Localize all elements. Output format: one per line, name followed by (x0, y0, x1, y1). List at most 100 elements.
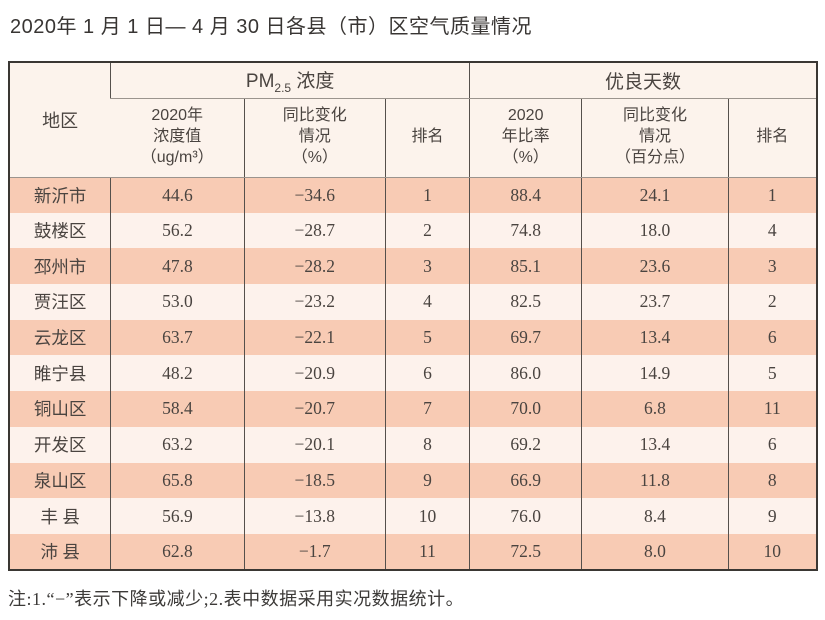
region-cell: 丰 县 (9, 498, 111, 534)
pm25-suffix: 浓度 (291, 70, 335, 92)
table-row: 贾汪区 53.0 −23.2 4 82.5 23.7 2 (9, 284, 817, 320)
days-rate-cell: 70.0 (469, 391, 582, 427)
region-cell: 睢宁县 (9, 355, 111, 392)
region-cell: 邳州市 (9, 248, 111, 285)
pm-rank-cell: 7 (384, 391, 470, 427)
pm-value-cell: 44.6 (110, 177, 245, 213)
days-change-cell: 8.0 (581, 533, 729, 570)
days-rank-cell: 6 (727, 426, 817, 463)
pm-value-cell: 65.8 (110, 462, 245, 499)
pm-value-cell: 58.4 (110, 391, 245, 427)
region-cell: 沛 县 (9, 533, 111, 570)
days-rate-cell: 85.1 (469, 248, 582, 285)
pm-change-cell: −20.1 (243, 426, 386, 463)
days-rank-cell: 4 (727, 212, 817, 249)
table-row: 泉山区 65.8 −18.5 9 66.9 11.8 8 (9, 462, 817, 499)
pm-change-cell: −1.7 (243, 533, 386, 570)
days-change-cell: 24.1 (581, 177, 729, 213)
days-change-cell: 18.0 (581, 212, 729, 249)
pm-change-cell: −28.2 (243, 248, 386, 285)
days-rank-cell: 5 (727, 355, 817, 392)
region-cell: 铜山区 (9, 391, 111, 427)
days-change-cell: 11.8 (581, 462, 729, 499)
pm-value-cell: 63.7 (110, 319, 245, 356)
pm-rank-cell: 4 (384, 284, 470, 320)
days-rate-cell: 69.7 (469, 319, 582, 356)
header-pm-rank: 排名 (384, 98, 470, 178)
days-change-cell: 6.8 (581, 391, 729, 427)
pm-rank-cell: 2 (384, 212, 470, 249)
air-quality-table: 地区 PM2.5 浓度 优良天数 2020年 浓度值 （ug/m³） 同比变化 … (8, 61, 818, 571)
pm-rank-cell: 1 (384, 177, 470, 213)
region-cell: 新沂市 (9, 177, 111, 213)
pm-value-cell: 62.8 (110, 533, 245, 570)
days-rate-cell: 69.2 (469, 426, 582, 463)
header-group-row: 地区 PM2.5 浓度 优良天数 (9, 62, 817, 178)
pm-change-cell: −28.7 (243, 212, 386, 249)
region-cell: 鼓楼区 (9, 212, 111, 249)
pm25-subscript: 2.5 (274, 80, 292, 95)
table-row: 开发区 63.2 −20.1 8 69.2 13.4 6 (9, 426, 817, 463)
pm-rank-cell: 11 (384, 533, 470, 570)
days-change-cell: 13.4 (581, 426, 729, 463)
days-rank-cell: 2 (727, 284, 817, 320)
table-row: 丰 县 56.9 −13.8 10 76.0 8.4 9 (9, 498, 817, 534)
table-header: 地区 PM2.5 浓度 优良天数 2020年 浓度值 （ug/m³） 同比变化 … (9, 62, 817, 178)
footnote: 注:1.“−”表示下降或减少;2.表中数据采用实况数据统计。 (8, 589, 465, 609)
days-rate-cell: 76.0 (469, 498, 582, 534)
header-days-change: 同比变化 情况 （百分点） (581, 98, 729, 178)
header-region: 地区 (9, 62, 111, 178)
pm-value-cell: 53.0 (110, 284, 245, 320)
days-rank-cell: 6 (727, 319, 817, 356)
table-row: 邳州市 47.8 −28.2 3 85.1 23.6 3 (9, 248, 817, 285)
table-row: 睢宁县 48.2 −20.9 6 86.0 14.9 5 (9, 355, 817, 392)
pm-rank-cell: 10 (384, 498, 470, 534)
pm-rank-cell: 8 (384, 426, 470, 463)
pm-value-cell: 56.9 (110, 498, 245, 534)
region-cell: 泉山区 (9, 462, 111, 499)
header-pm-value: 2020年 浓度值 （ug/m³） (110, 98, 245, 178)
days-rank-cell: 1 (727, 177, 817, 213)
pm-value-cell: 56.2 (110, 212, 245, 249)
pm-value-cell: 47.8 (110, 248, 245, 285)
region-cell: 开发区 (9, 426, 111, 463)
page-title: 2020年 1 月 1 日— 4 月 30 日各县（市）区空气质量情况 (10, 16, 533, 38)
pm-change-cell: −22.1 (243, 319, 386, 356)
header-days-rank: 排名 (727, 98, 817, 178)
table-row: 沛 县 62.8 −1.7 11 72.5 8.0 10 (9, 533, 817, 570)
table-row: 鼓楼区 56.2 −28.7 2 74.8 18.0 4 (9, 212, 817, 249)
days-rate-cell: 66.9 (469, 462, 582, 499)
table-body: 新沂市 44.6 −34.6 1 88.4 24.1 1 鼓楼区 56.2 −2… (9, 177, 817, 570)
pm-value-cell: 48.2 (110, 355, 245, 392)
days-change-cell: 13.4 (581, 319, 729, 356)
days-rate-cell: 86.0 (469, 355, 582, 392)
pm25-prefix: PM (245, 70, 275, 92)
pm-rank-cell: 6 (384, 355, 470, 392)
pm-change-cell: −18.5 (243, 462, 386, 499)
days-rank-cell: 8 (727, 462, 817, 499)
days-rate-cell: 74.8 (469, 212, 582, 249)
header-pm-change: 同比变化 情况 （%） (243, 98, 386, 178)
table-row: 铜山区 58.4 −20.7 7 70.0 6.8 11 (9, 391, 817, 427)
days-rank-cell: 3 (727, 248, 817, 285)
pm-change-cell: −13.8 (243, 498, 386, 534)
table-row: 云龙区 63.7 −22.1 5 69.7 13.4 6 (9, 319, 817, 356)
pm-change-cell: −20.9 (243, 355, 386, 392)
days-change-cell: 14.9 (581, 355, 729, 392)
days-change-cell: 23.7 (581, 284, 729, 320)
pm-rank-cell: 3 (384, 248, 470, 285)
days-rate-cell: 88.4 (469, 177, 582, 213)
pm-change-cell: −23.2 (243, 284, 386, 320)
pm-value-cell: 63.2 (110, 426, 245, 463)
days-rank-cell: 10 (727, 533, 817, 570)
days-rate-cell: 82.5 (469, 284, 582, 320)
header-sub-row: 2020年 浓度值 （ug/m³） 同比变化 情况 （%） 排名 2020 年比… (9, 98, 817, 178)
pm-rank-cell: 9 (384, 462, 470, 499)
days-rank-cell: 11 (727, 391, 817, 427)
table-row: 新沂市 44.6 −34.6 1 88.4 24.1 1 (9, 177, 817, 213)
pm-rank-cell: 5 (384, 319, 470, 356)
region-cell: 贾汪区 (9, 284, 111, 320)
header-group-pm25: PM2.5 浓度 (110, 62, 470, 99)
pm-change-cell: −34.6 (243, 177, 386, 213)
